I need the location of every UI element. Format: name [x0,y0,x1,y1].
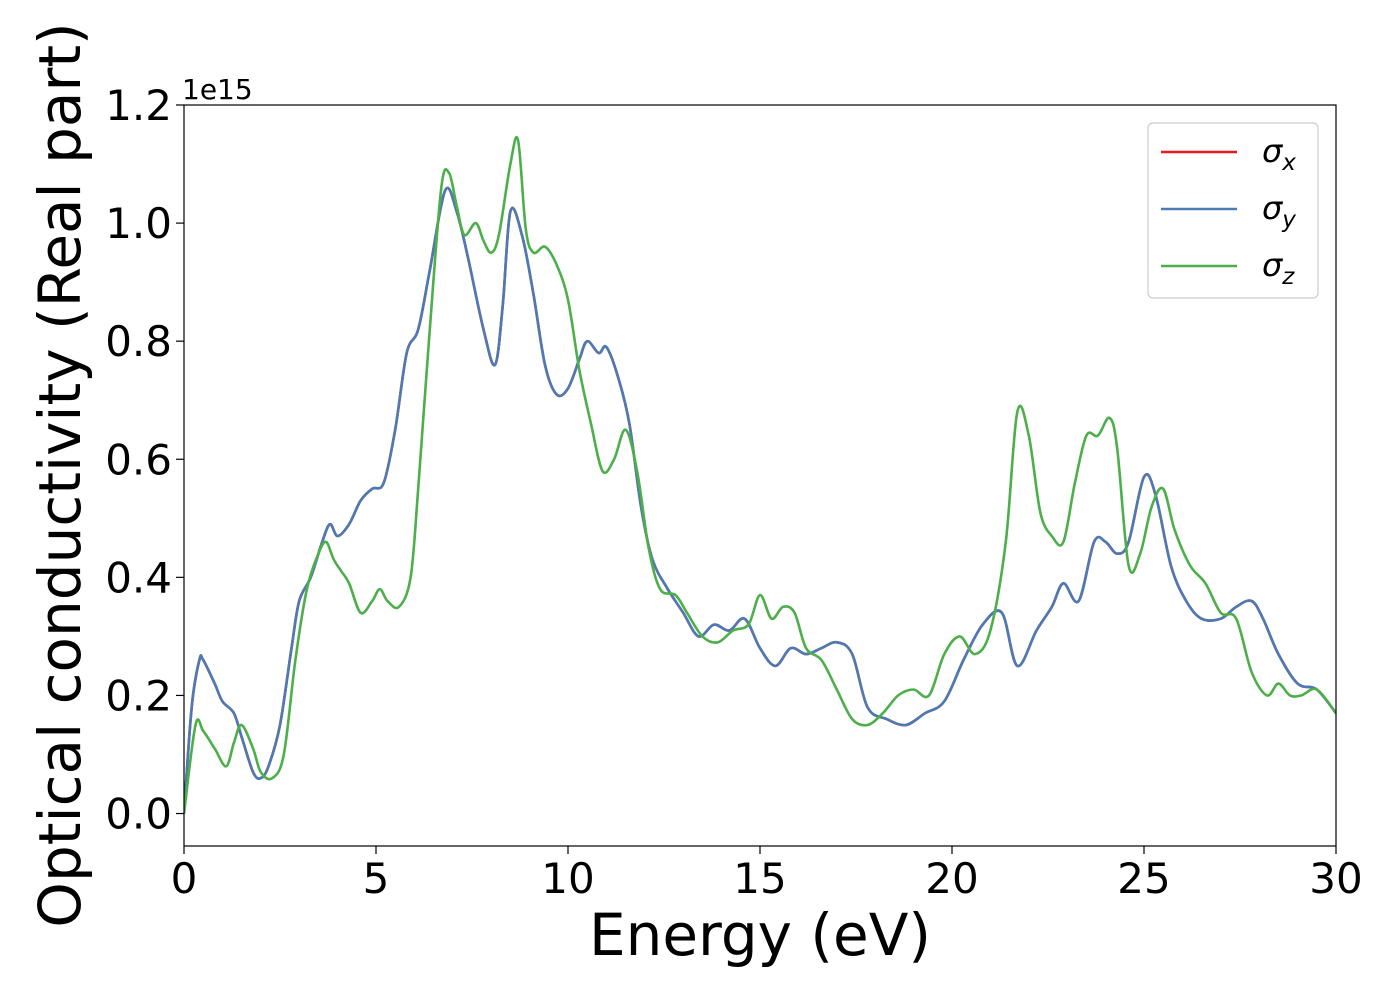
legend-label-y: σy [1262,189,1296,233]
y-axis-label: Optical conductivity (Real part) [26,22,94,927]
x-axis: 0 5 10 15 20 25 30 [171,846,1363,903]
x-tick-label: 5 [363,854,390,903]
x-tick-label: 30 [1309,854,1362,903]
x-axis-label: Energy (eV) [589,901,931,969]
y-tick-label: 0.6 [105,435,172,484]
series-layer [184,136,1336,814]
legend: σx σy σz [1147,122,1319,299]
y-tick-label: 0.0 [105,790,172,839]
x-tick-label: 25 [1117,854,1170,903]
y-tick-label: 1.0 [105,199,172,248]
y-tick-label: 0.2 [105,671,172,720]
x-tick-label: 10 [541,854,594,903]
legend-label-x: σx [1262,132,1296,176]
legend-label-z: σz [1262,246,1295,290]
y-tick-label: 0.8 [105,317,172,366]
series-line-z [184,136,1336,814]
x-tick-label: 15 [733,854,786,903]
y-axis: 0.0 0.2 0.4 0.6 0.8 1.0 1.2 [105,81,184,839]
legend-box [1147,122,1319,299]
y-tick-label: 0.4 [105,553,172,602]
x-tick-label: 0 [171,854,198,903]
x-tick-label: 20 [925,854,978,903]
y-tick-label: 1.2 [105,81,172,130]
y-offset-label: 1e15 [182,73,253,106]
